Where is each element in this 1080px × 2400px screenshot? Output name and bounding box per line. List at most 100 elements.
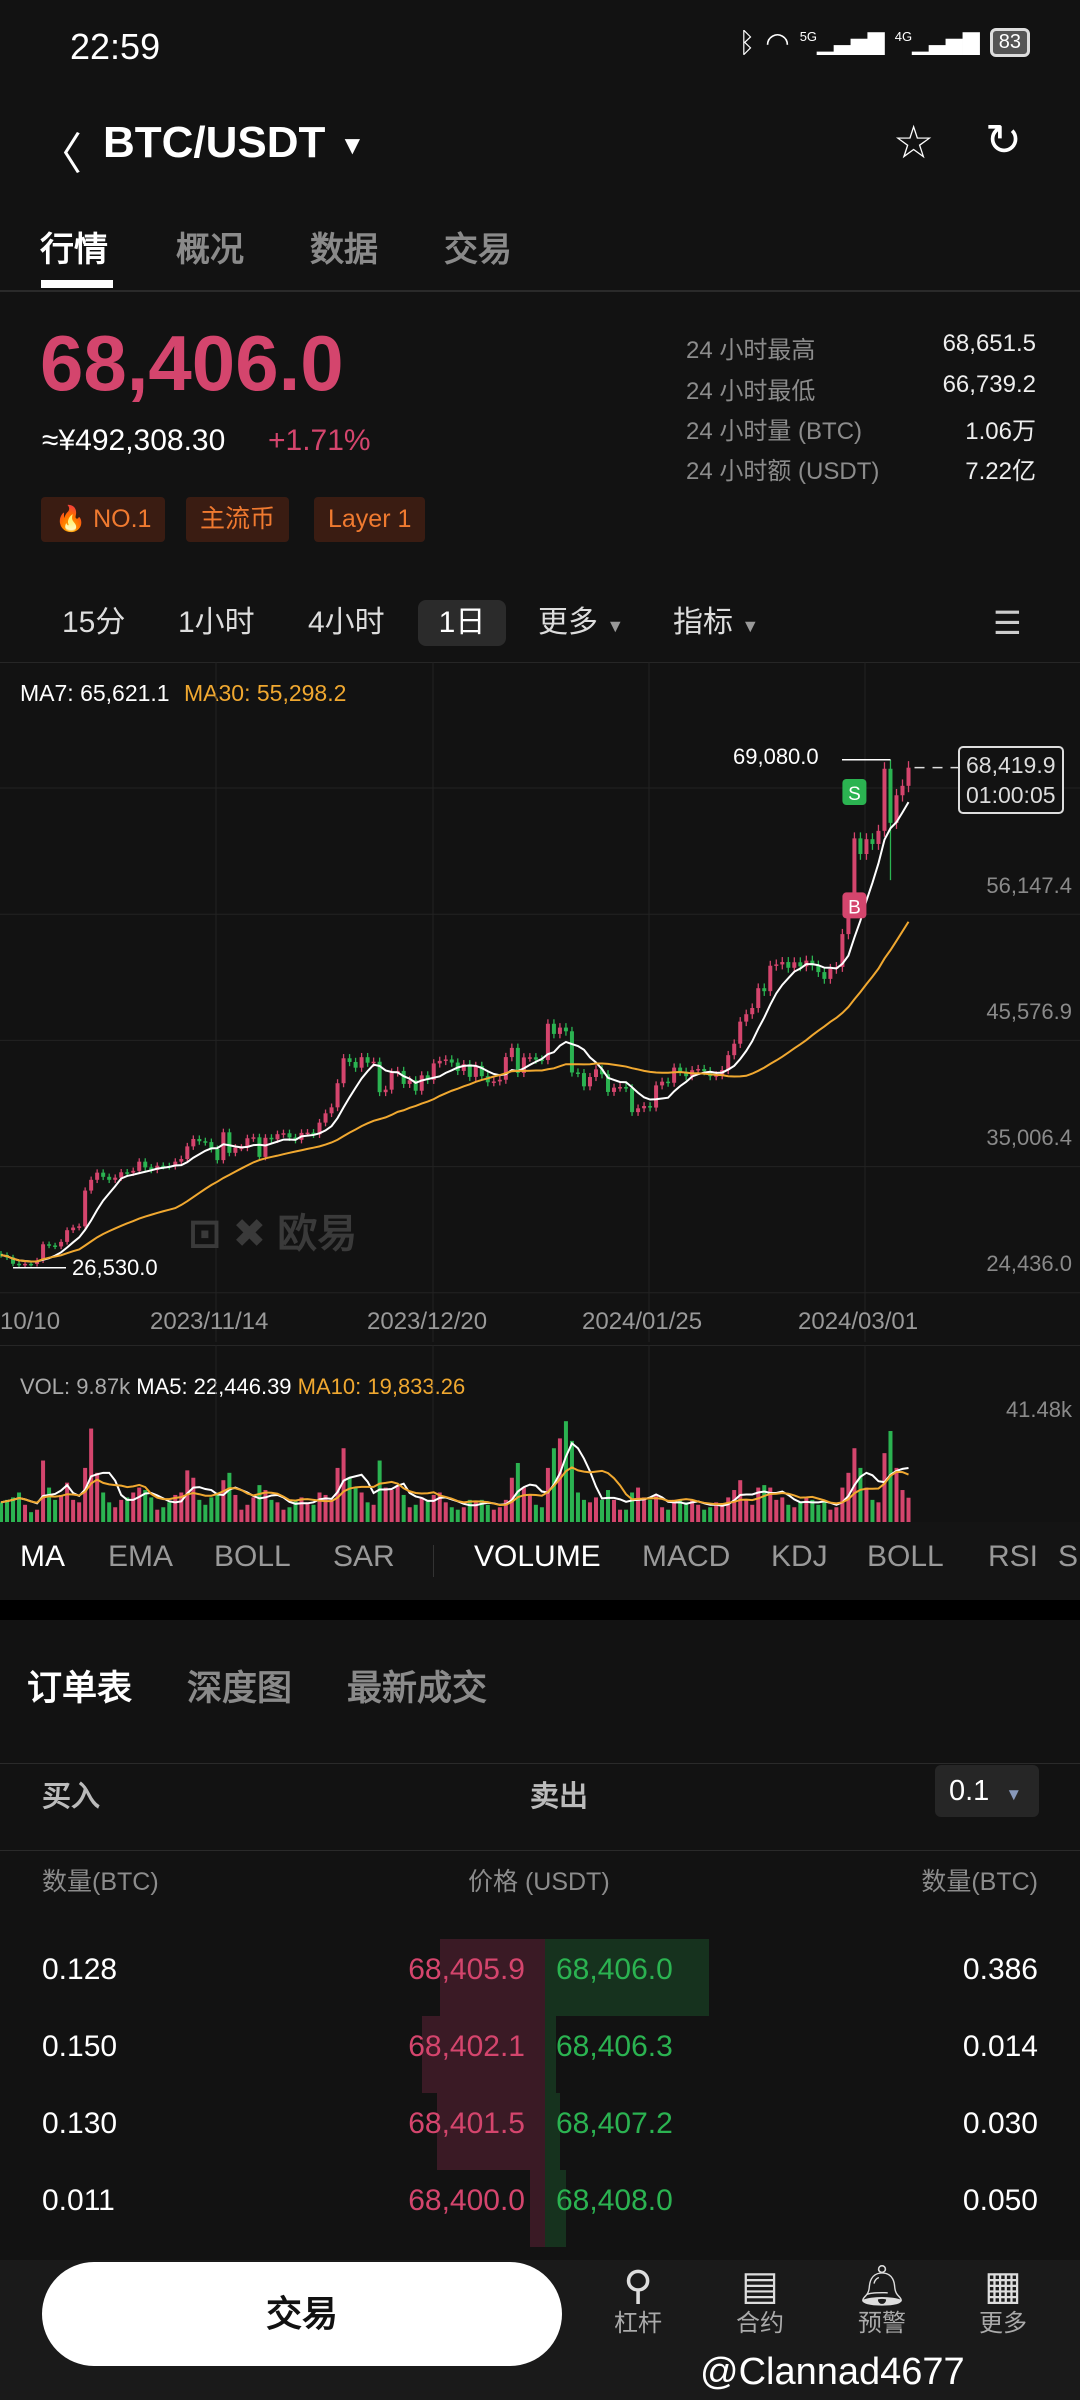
candle-body	[227, 1132, 232, 1153]
indicator-more[interactable]: S	[1058, 1540, 1079, 1573]
indicator-boll-sub[interactable]: BOLL	[867, 1540, 944, 1573]
tag-layer1[interactable]: Layer 1	[314, 497, 426, 542]
star-icon[interactable]: ☆	[893, 116, 935, 168]
volume-bar	[624, 1509, 629, 1522]
candlestick-chart[interactable]: SB	[0, 662, 1080, 1342]
volume-chart[interactable]	[0, 1345, 1080, 1525]
candle-body	[257, 1137, 262, 1157]
bid-qty: 0.128	[42, 1953, 118, 1986]
indicator-boll[interactable]: BOLL	[214, 1540, 291, 1573]
ask-price[interactable]: 68,406.0	[556, 1953, 673, 1986]
trade-marker-B[interactable]	[842, 892, 867, 919]
timeframe-more[interactable]: 更多 ▼	[538, 606, 625, 639]
bid-depth-bar	[530, 2170, 545, 2247]
candle-body	[185, 1146, 190, 1160]
tag-rank[interactable]: 🔥 NO.1	[41, 497, 166, 542]
margin-icon: ⚲	[623, 2264, 653, 2308]
volume-bar	[804, 1497, 809, 1522]
ask-price[interactable]: 68,406.3	[556, 2030, 673, 2063]
tab-overview[interactable]: 概况	[176, 231, 244, 269]
divider	[433, 1545, 434, 1577]
chart-settings-icon[interactable]: ☰	[993, 605, 1022, 641]
candle-body	[101, 1172, 106, 1177]
candle-body	[792, 962, 797, 968]
candle-body	[143, 1161, 148, 1168]
candle-body	[906, 767, 911, 786]
candle-body	[593, 1069, 598, 1078]
ask-price[interactable]: 68,408.0	[556, 2184, 673, 2217]
bid-price[interactable]: 68,400.0	[408, 2184, 525, 2217]
volume-bar	[846, 1472, 851, 1522]
timeframe-4h[interactable]: 4小时	[308, 606, 385, 639]
candle-body	[774, 964, 779, 966]
header-ask-qty: 数量(BTC)	[921, 1868, 1038, 1896]
buy-label[interactable]: 买入	[42, 1781, 101, 1813]
volume-bar	[179, 1492, 184, 1522]
indicator-macd[interactable]: MACD	[642, 1540, 731, 1573]
candle-body	[527, 1057, 532, 1059]
indicator-sar[interactable]: SAR	[333, 1540, 395, 1573]
volume-bar	[155, 1509, 160, 1522]
sell-label[interactable]: 卖出	[530, 1781, 589, 1813]
indicator-kdj[interactable]: KDJ	[771, 1540, 828, 1573]
nav-alert[interactable]: 🔔︎ 预警	[837, 2262, 927, 2338]
candle-body	[425, 1075, 430, 1080]
divider	[0, 662, 1080, 663]
tab-depth[interactable]: 深度图	[187, 1669, 293, 1708]
volume-bar	[233, 1494, 238, 1522]
bid-qty: 0.150	[42, 2030, 118, 2063]
nav-futures[interactable]: ▤ 合约	[715, 2262, 805, 2338]
candle-body	[131, 1170, 136, 1173]
volume-bar	[750, 1504, 755, 1522]
candle-body	[119, 1172, 124, 1178]
candle-body	[600, 1069, 604, 1075]
indicator-menu[interactable]: 指标 ▼	[673, 606, 760, 639]
tab-market[interactable]: 行情	[40, 231, 108, 269]
volume-bar	[167, 1502, 172, 1522]
timeframe-1h[interactable]: 1小时	[178, 606, 255, 639]
divider	[0, 1850, 1080, 1851]
tab-orderbook[interactable]: 订单表	[27, 1669, 133, 1708]
tab-underline	[41, 280, 113, 288]
precision-select[interactable]: 0.1 ▼	[935, 1765, 1039, 1817]
candle-body	[365, 1057, 370, 1063]
candle-body	[89, 1179, 94, 1191]
nav-more[interactable]: ▦ 更多	[958, 2262, 1048, 2338]
indicator-rsi[interactable]: RSI	[988, 1540, 1039, 1573]
trade-button[interactable]: 交易	[42, 2262, 562, 2366]
candle-body	[239, 1147, 244, 1150]
x-tick-label: 2023/12/20	[367, 1308, 488, 1335]
tab-trades[interactable]: 最新成交	[347, 1669, 488, 1708]
bid-price[interactable]: 68,405.9	[408, 1953, 525, 1986]
volume-bar	[377, 1460, 382, 1522]
candle-body	[443, 1059, 448, 1061]
bid-depth-bar	[422, 2016, 545, 2093]
bid-price[interactable]: 68,402.1	[408, 2030, 525, 2063]
volume-bar	[305, 1502, 310, 1522]
volume-bar	[828, 1509, 833, 1522]
nav-margin[interactable]: ⚲ 杠杆	[593, 2262, 683, 2338]
tab-data[interactable]: 数据	[310, 231, 378, 269]
ask-price[interactable]: 68,407.2	[556, 2107, 673, 2140]
trade-marker-S[interactable]	[842, 778, 867, 805]
volume-bar	[149, 1497, 154, 1522]
bid-price[interactable]: 68,401.5	[408, 2107, 525, 2140]
pair-selector[interactable]: BTC/USDT ▼	[103, 118, 365, 168]
indicator-ma[interactable]: MA	[20, 1540, 65, 1573]
candle-body	[389, 1072, 394, 1090]
timeframe-15m[interactable]: 15分	[62, 606, 126, 639]
timeframe-1d[interactable]: 1日	[418, 600, 506, 646]
candle-body	[654, 1085, 659, 1108]
volume-bar	[263, 1490, 268, 1522]
share-refresh-icon[interactable]: ↻	[985, 116, 1022, 165]
ask-depth-bar	[545, 1939, 709, 2016]
indicator-ema[interactable]: EMA	[108, 1540, 174, 1573]
back-button[interactable]: 〈	[38, 130, 82, 179]
volume-bar	[521, 1487, 526, 1522]
candle-body	[762, 988, 767, 992]
candle-body	[545, 1023, 550, 1061]
last-price-tag: 68,419.9 01:00:05	[958, 746, 1064, 814]
tab-trade[interactable]: 交易	[444, 231, 512, 269]
tag-mainstream[interactable]: 主流币	[186, 497, 290, 542]
indicator-volume[interactable]: VOLUME	[474, 1540, 601, 1573]
